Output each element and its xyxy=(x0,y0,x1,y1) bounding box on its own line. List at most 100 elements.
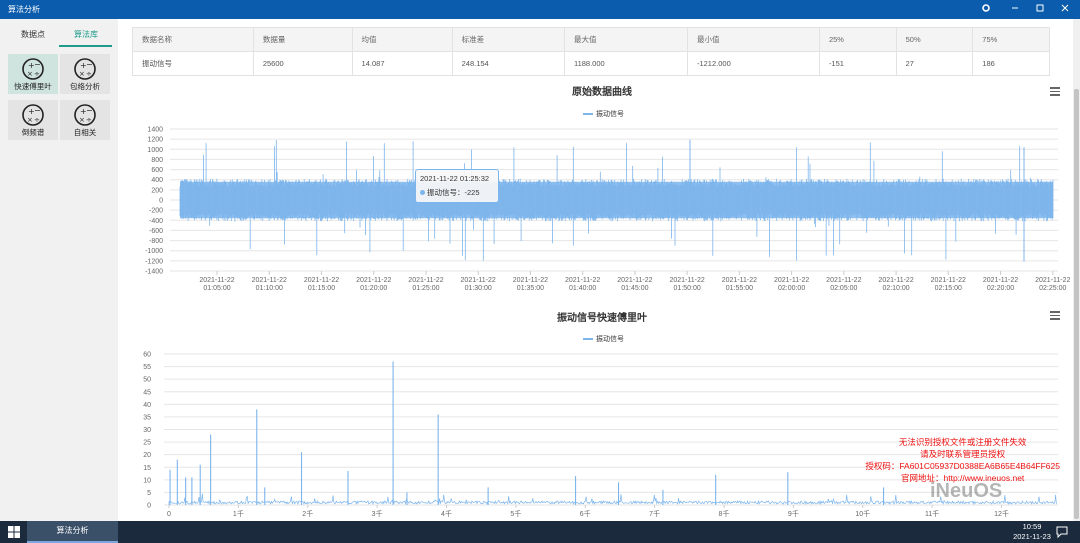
x-tick-label: 2千 xyxy=(302,509,313,518)
license-notice: 无法识别授权文件或注册文件失效 请及时联系管理员授权 授权码：FA601C059… xyxy=(865,436,1060,484)
legend-label: 振动信号 xyxy=(596,111,624,118)
minimize-icon[interactable] xyxy=(1008,3,1022,16)
column-header: 数据名称 xyxy=(132,27,254,52)
taskbar-app-button[interactable]: 算法分析 xyxy=(27,521,118,543)
svg-text:÷: ÷ xyxy=(86,116,92,124)
y-tick-label: -1200 xyxy=(145,258,163,265)
x-tick-label: 2021-11-22 xyxy=(461,277,496,284)
x-tick-label: 01:25:00 xyxy=(412,285,439,292)
gear-icon[interactable] xyxy=(979,3,993,16)
x-tick-label: 2021-11-22 xyxy=(826,277,861,284)
chart2-legend-item[interactable]: 振动信号 xyxy=(583,334,624,344)
svg-text:÷: ÷ xyxy=(34,116,40,124)
y-tick-label: 10 xyxy=(143,477,151,484)
y-tick-label: 5 xyxy=(147,490,151,497)
x-tick-label: 2021-11-22 xyxy=(669,277,704,284)
x-tick-label: 02:25:00 xyxy=(1039,285,1066,292)
stats-table: 数据名称 数据量 均值 标准差 最大值 最小值 25% 50% 75% 振动信号… xyxy=(132,27,1050,76)
y-tick-label: 1200 xyxy=(147,137,163,144)
y-tick-label: 1000 xyxy=(147,147,163,154)
y-tick-label: 600 xyxy=(151,167,163,174)
x-tick-label: 01:20:00 xyxy=(360,285,387,292)
x-tick-label: 7千 xyxy=(649,509,660,518)
x-tick-label: 02:00:00 xyxy=(778,285,805,292)
svg-text:×: × xyxy=(79,70,85,78)
tile-autocorrelation[interactable]: + − × ÷ 自相关 xyxy=(60,100,110,140)
y-tick-label: -1000 xyxy=(145,248,163,255)
legend-line-icon xyxy=(583,113,593,116)
windows-start-icon[interactable] xyxy=(8,526,20,538)
svg-text:÷: ÷ xyxy=(34,70,40,78)
svg-text:×: × xyxy=(27,116,33,124)
chart1-menu-icon[interactable] xyxy=(1050,87,1060,96)
tab-algorithm-library[interactable]: 算法库 xyxy=(74,30,98,39)
tile-label: 倒频谱 xyxy=(21,128,45,137)
tile-label: 包络分析 xyxy=(70,82,100,91)
tooltip-series-name: 振动信号 xyxy=(427,188,457,197)
x-tick-label: 2021-11-22 xyxy=(878,277,913,284)
chart1-legend-item[interactable]: 振动信号 xyxy=(583,109,624,119)
scrollbar-thumb[interactable] xyxy=(1074,89,1079,519)
tile-envelope[interactable]: + − × ÷ 包络分析 xyxy=(60,54,110,94)
taskbar-clock[interactable]: 10:59 2021-11-23 xyxy=(1007,522,1057,542)
tooltip-time: 2021-11-22 01:25:32 xyxy=(420,174,490,183)
y-tick-label: 15 xyxy=(143,465,151,472)
x-tick-label: 2021-11-22 xyxy=(617,277,652,284)
x-tick-label: 02:10:00 xyxy=(882,285,909,292)
x-tick-label: 01:55:00 xyxy=(726,285,753,292)
x-tick-label: 02:20:00 xyxy=(987,285,1014,292)
y-tick-label: -1400 xyxy=(145,269,163,276)
x-tick-label: 2021-11-22 xyxy=(408,277,443,284)
table-cell: 振动信号 xyxy=(132,51,254,76)
series-line xyxy=(168,493,1057,506)
close-icon[interactable] xyxy=(1058,3,1072,16)
chart2-title: 振动信号快速傅里叶 xyxy=(557,313,647,324)
series-dot-icon xyxy=(420,190,425,195)
tile-fft[interactable]: + − × ÷ 快速傅里叶 xyxy=(8,54,58,94)
column-header: 最小值 xyxy=(686,27,820,52)
y-tick-label: -800 xyxy=(149,238,163,245)
legend-line-icon xyxy=(583,338,593,341)
table-row[interactable]: 振动信号 25600 14.087 248.154 1188.000 -1212… xyxy=(132,51,1050,76)
chart1-title: 原始数据曲线 xyxy=(572,87,632,98)
x-tick-label: 0 xyxy=(167,511,171,518)
chart2-menu-icon[interactable] xyxy=(1050,311,1060,320)
svg-text:+: + xyxy=(80,61,87,70)
x-tick-label: 01:30:00 xyxy=(465,285,492,292)
y-tick-label: 30 xyxy=(143,427,151,434)
x-tick-label: 2021-11-22 xyxy=(931,277,966,284)
active-tab-indicator xyxy=(59,45,112,47)
tab-data-points[interactable]: 数据点 xyxy=(21,30,45,39)
y-tick-label: 40 xyxy=(143,402,151,409)
taskbar: 算法分析 10:59 2021-11-23 xyxy=(0,521,1080,543)
window-title: 算法分析 xyxy=(8,5,40,14)
x-tick-label: 4千 xyxy=(441,509,452,518)
tile-cepstrum[interactable]: + − × ÷ 倒频谱 xyxy=(8,100,58,140)
x-tick-label: 11千 xyxy=(925,509,939,518)
y-tick-label: 800 xyxy=(151,157,163,164)
x-tick-label: 9千 xyxy=(788,509,799,518)
x-tick-label: 01:50:00 xyxy=(674,285,701,292)
y-tick-label: 35 xyxy=(143,414,151,421)
x-tick-label: 2021-11-22 xyxy=(513,277,548,284)
algorithm-icon: + − × ÷ xyxy=(74,58,96,80)
table-cell: 248.154 xyxy=(451,51,565,76)
x-tick-label: 2021-11-22 xyxy=(565,277,600,284)
x-tick-label: 8千 xyxy=(719,509,730,518)
tile-label: 自相关 xyxy=(73,128,97,137)
column-header: 均值 xyxy=(351,27,453,52)
x-tick-label: 01:10:00 xyxy=(256,285,283,292)
x-tick-label: 2021-11-22 xyxy=(304,277,339,284)
x-tick-label: 1千 xyxy=(233,509,244,518)
vertical-scrollbar[interactable] xyxy=(1073,19,1080,521)
svg-text:+: + xyxy=(80,107,87,116)
x-tick-label: 2021-11-22 xyxy=(199,277,234,284)
svg-text:×: × xyxy=(79,116,85,124)
x-tick-label: 2021-11-22 xyxy=(1035,277,1070,284)
x-tick-label: 01:45:00 xyxy=(621,285,648,292)
main-content: 数据名称 数据量 均值 标准差 最大值 最小值 25% 50% 75% 振动信号… xyxy=(118,19,1080,521)
notification-icon[interactable] xyxy=(1055,525,1069,539)
algorithm-icon: + − × ÷ xyxy=(22,58,44,80)
maximize-icon[interactable] xyxy=(1033,3,1047,16)
